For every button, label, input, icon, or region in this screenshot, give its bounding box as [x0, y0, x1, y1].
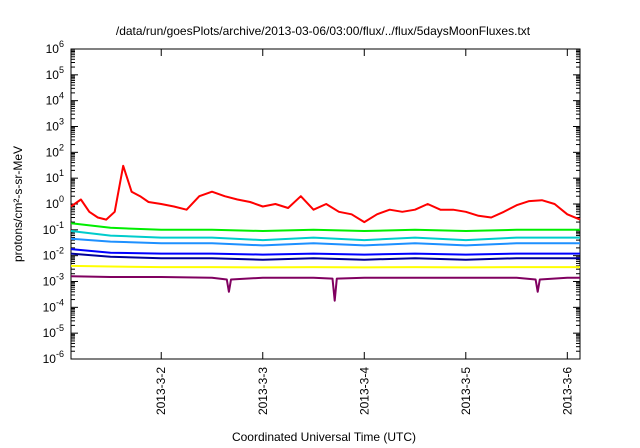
- y-tick-label: 10-4: [43, 297, 64, 314]
- y-axis: 106 105 104 103 102 101 100 10-1 10-2 10-3 10-4 10-…: [43, 39, 580, 366]
- y-tick-label: 10-2: [43, 246, 64, 263]
- series-line-2: [70, 222, 580, 232]
- series-line-6: [70, 252, 580, 261]
- series-line-1: [70, 164, 581, 224]
- y-tick-label: 10-3: [43, 272, 64, 289]
- y-tick-label: 101: [46, 168, 64, 185]
- x-tick-label: 2013-3-6: [560, 367, 574, 415]
- x-axis: 2013-3-2 2013-3-3 2013-3-4 2013-3-5 2013-3-6: [154, 49, 574, 415]
- y-tick-label: 105: [46, 65, 64, 82]
- x-axis-label: Coordinated Universal Time (UTC): [232, 430, 416, 444]
- y-tick-label: 100: [46, 194, 64, 211]
- x-tick-label: 2013-3-2: [154, 367, 168, 415]
- series-line-8: [70, 275, 580, 302]
- series-layer: [70, 164, 581, 302]
- x-tick-label: 2013-3-4: [357, 367, 371, 415]
- series-line-4: [70, 237, 580, 247]
- y-tick-label: 10-6: [43, 349, 64, 366]
- chart-title: /data/run/goesPlots/archive/2013-03-06/0…: [116, 24, 531, 38]
- y-axis-label: protons/cm²-s-sr-MeV: [11, 146, 25, 262]
- series-line-7: [70, 264, 580, 269]
- y-tick-label: 103: [46, 117, 64, 134]
- y-tick-label: 10-1: [43, 220, 64, 237]
- x-tick-label: 2013-3-5: [459, 367, 473, 415]
- series-line-3: [70, 230, 580, 242]
- series-line-5: [70, 248, 580, 256]
- x-tick-label: 2013-3-3: [256, 367, 270, 415]
- y-tick-label: 102: [46, 142, 64, 159]
- y-tick-label: 10-5: [43, 323, 64, 340]
- y-tick-label: 106: [46, 39, 64, 56]
- y-tick-label: 104: [46, 91, 64, 108]
